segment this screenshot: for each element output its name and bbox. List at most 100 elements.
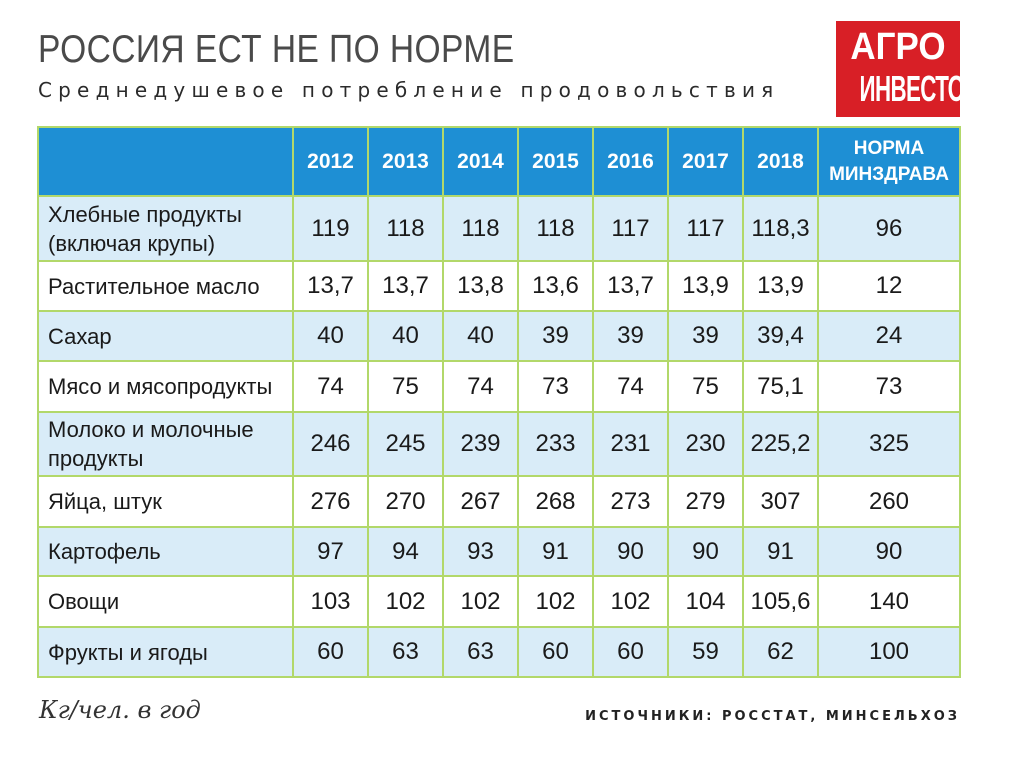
value-cell: 75: [367, 360, 444, 413]
value-cell: 118: [442, 195, 519, 262]
value-cell: 93: [442, 526, 519, 577]
norm-header-line: НОРМА: [853, 137, 925, 159]
header-cell-year: 2017: [667, 126, 744, 197]
source-note: ИСТОЧНИКИ: РОССТАТ, МИНСЕЛЬХОЗ: [585, 709, 960, 724]
norm-value-cell: 260: [817, 475, 961, 528]
header-cell-year: 2015: [517, 126, 594, 197]
value-cell: 63: [367, 626, 444, 678]
value-cell: 246: [292, 411, 369, 477]
value-cell: 75,1: [742, 360, 819, 413]
value-cell: 62: [742, 626, 819, 678]
value-cell: 239: [442, 411, 519, 477]
value-cell: 102: [517, 575, 594, 628]
value-cell: 231: [592, 411, 669, 477]
value-cell: 63: [442, 626, 519, 678]
row-label-line: продукты: [48, 446, 144, 471]
agroinvestor-logo: АГРО ИНВЕСТОР: [836, 21, 960, 117]
page-subtitle: Среднедушевое потребление продовольствия: [38, 78, 780, 102]
value-cell: 39,4: [742, 310, 819, 362]
table-row: Яйца, штук 276 270 267 268 273 279 307 260: [37, 475, 961, 528]
value-cell: 230: [667, 411, 744, 477]
value-cell: 91: [517, 526, 594, 577]
logo-line-1: АГРО: [850, 26, 946, 68]
value-cell: 273: [592, 475, 669, 528]
value-cell: 13,7: [292, 260, 369, 312]
row-label: Фрукты и ягоды: [37, 626, 294, 678]
value-cell: 270: [367, 475, 444, 528]
value-cell: 102: [367, 575, 444, 628]
row-label-line: Яйца, штук: [48, 489, 162, 514]
value-cell: 102: [592, 575, 669, 628]
value-cell: 105,6: [742, 575, 819, 628]
value-cell: 94: [367, 526, 444, 577]
page-title: РОССИЯ ЕСТ НЕ ПО НОРМЕ: [38, 28, 515, 71]
norm-value-cell: 100: [817, 626, 961, 678]
value-cell: 40: [367, 310, 444, 362]
header-cell-year: 2013: [367, 126, 444, 197]
table-row: Сахар 40 40 40 39 39 39 39,4 24: [37, 310, 961, 362]
value-cell: 118,3: [742, 195, 819, 262]
header-cell-year: 2014: [442, 126, 519, 197]
norm-value-cell: 90: [817, 526, 961, 577]
value-cell: 74: [292, 360, 369, 413]
row-label: Картофель: [37, 526, 294, 577]
norm-value-cell: 96: [817, 195, 961, 262]
header-cell-year: 2012: [292, 126, 369, 197]
row-label: Растительное масло: [37, 260, 294, 312]
table-row: Фрукты и ягоды 60 63 63 60 60 59 62 100: [37, 626, 961, 678]
value-cell: 59: [667, 626, 744, 678]
value-cell: 102: [442, 575, 519, 628]
value-cell: 60: [592, 626, 669, 678]
row-label: Хлебные продукты (включая крупы): [37, 195, 294, 262]
value-cell: 73: [517, 360, 594, 413]
row-label: Сахар: [37, 310, 294, 362]
row-label: Мясо и мясопродукты: [37, 360, 294, 413]
value-cell: 39: [592, 310, 669, 362]
row-label-line: Фрукты и ягоды: [48, 639, 208, 665]
value-cell: 307: [742, 475, 819, 528]
table-row: Растительное масло 13,7 13,7 13,8 13,6 13,7 13…: [37, 260, 961, 312]
row-label-line: Картофель: [48, 539, 161, 564]
row-label: Овощи: [37, 575, 294, 628]
row-label-line: (включая крупы): [48, 230, 216, 256]
value-cell: 13,7: [592, 260, 669, 312]
value-cell: 90: [592, 526, 669, 577]
row-label: Яйца, штук: [37, 475, 294, 528]
value-cell: 276: [292, 475, 369, 528]
value-cell: 60: [292, 626, 369, 678]
value-cell: 90: [667, 526, 744, 577]
value-cell: 104: [667, 575, 744, 628]
value-cell: 40: [442, 310, 519, 362]
row-label-line: Хлебные продукты: [48, 201, 242, 227]
value-cell: 75: [667, 360, 744, 413]
table-header-row: 2012 2013 2014 2015 2016 2017 2018 НОРМА…: [37, 126, 961, 197]
value-cell: 117: [592, 195, 669, 262]
value-cell: 117: [667, 195, 744, 262]
header-cell-year: 2018: [742, 126, 819, 197]
value-cell: 13,7: [367, 260, 444, 312]
norm-value-cell: 24: [817, 310, 961, 362]
norm-value-cell: 12: [817, 260, 961, 312]
header-cell-norm: НОРМА МИНЗДРАВА: [817, 126, 961, 197]
value-cell: 268: [517, 475, 594, 528]
value-cell: 233: [517, 411, 594, 477]
header-cell-label: [37, 126, 294, 197]
table-row: Молоко и молочные продукты 246 245 239 233 231…: [37, 411, 961, 477]
value-cell: 91: [742, 526, 819, 577]
value-cell: 39: [517, 310, 594, 362]
logo-line-2: ИНВЕСТОР: [859, 68, 960, 109]
value-cell: 13,8: [442, 260, 519, 312]
value-cell: 245: [367, 411, 444, 477]
value-cell: 119: [292, 195, 369, 262]
row-label-line: Овощи: [48, 589, 120, 614]
table-row: Хлебные продукты (включая крупы) 119 118 118…: [37, 195, 961, 262]
value-cell: 103: [292, 575, 369, 628]
value-cell: 39: [667, 310, 744, 362]
units-note: Кг/чел. в год: [39, 696, 201, 724]
norm-value-cell: 73: [817, 360, 961, 413]
value-cell: 60: [517, 626, 594, 678]
norm-value-cell: 140: [817, 575, 961, 628]
value-cell: 40: [292, 310, 369, 362]
value-cell: 13,9: [742, 260, 819, 312]
table-row: Овощи 103 102 102 102 102 104 105,6 140: [37, 575, 961, 628]
